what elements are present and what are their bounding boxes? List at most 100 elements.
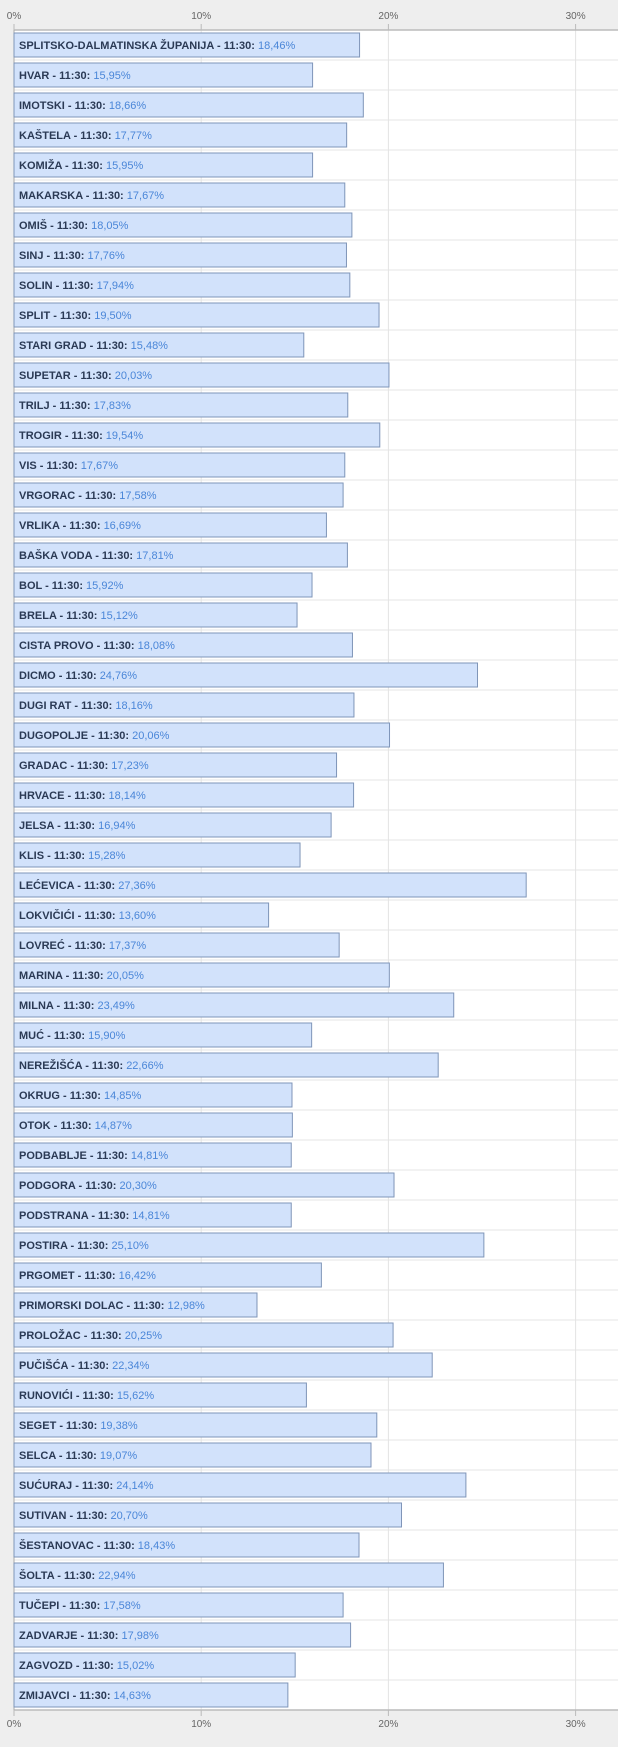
bar-label-name: HRVACE - 11:30:	[19, 790, 108, 802]
bar-label-value: 16,42%	[119, 1270, 157, 1282]
bar-label: IMOTSKI - 11:30: 18,66%	[19, 100, 146, 112]
bar-label-value: 18,46%	[258, 40, 296, 52]
bar-label: MARINA - 11:30: 20,05%	[19, 970, 144, 982]
bar-label: SUĆURAJ - 11:30: 24,14%	[19, 1479, 154, 1492]
bar	[13, 452, 346, 478]
bar	[13, 62, 314, 88]
bar-label-name: VIS - 11:30:	[19, 460, 81, 472]
bar	[13, 1382, 307, 1408]
bar-label-name: DICMO - 11:30:	[19, 670, 100, 682]
bar-label-name: JELSA - 11:30:	[19, 820, 98, 832]
bar-label-name: SOLIN - 11:30:	[19, 280, 97, 292]
bar-label-value: 18,66%	[109, 100, 147, 112]
bar-label: TROGIR - 11:30: 19,54%	[19, 430, 143, 442]
bar-label-name: PODBABLJE - 11:30:	[19, 1150, 131, 1162]
bar-label-value: 24,14%	[116, 1480, 154, 1492]
bar-label-value: 14,81%	[131, 1150, 169, 1162]
bar-label: BRELA - 11:30: 15,12%	[19, 610, 138, 622]
bar-label-name: ŠOLTA - 11:30:	[19, 1569, 98, 1582]
bar	[13, 1142, 292, 1168]
bar	[13, 722, 391, 748]
bar-label-name: KOMIŽA - 11:30:	[19, 159, 106, 172]
bar-label-value: 20,70%	[111, 1510, 149, 1522]
bar	[13, 302, 380, 328]
bar-label-value: 17,98%	[122, 1630, 160, 1642]
bar	[13, 902, 270, 928]
bar	[13, 992, 455, 1018]
bar-label-name: ZAGVOZD - 11:30:	[19, 1660, 117, 1672]
bar-label-name: MAKARSKA - 11:30:	[19, 190, 127, 202]
bar-label: GRADAC - 11:30: 17,23%	[19, 760, 149, 772]
bar-label-name: MILNA - 11:30:	[19, 1000, 97, 1012]
bar	[13, 1682, 289, 1708]
bar-label: POSTIRA - 11:30: 25,10%	[19, 1240, 149, 1252]
bar	[13, 632, 353, 658]
bar-label-value: 14,85%	[104, 1090, 142, 1102]
x-tick-label-top: 20%	[378, 11, 398, 22]
bar-label-value: 15,92%	[86, 580, 124, 592]
bar-label-value: 17,76%	[87, 250, 125, 262]
bar	[13, 662, 479, 688]
bar-label-value: 15,62%	[117, 1390, 155, 1402]
bar-label-name: PROLOŽAC - 11:30:	[19, 1329, 125, 1342]
bar-label-value: 20,30%	[119, 1180, 157, 1192]
bar-label: OMIŠ - 11:30: 18,05%	[19, 219, 129, 232]
bar-label-name: PRGOMET - 11:30:	[19, 1270, 119, 1282]
bar-label-name: PRIMORSKI DOLAC - 11:30:	[19, 1300, 168, 1312]
bar-label-value: 18,05%	[91, 220, 129, 232]
bar-label-name: KLIS - 11:30:	[19, 850, 88, 862]
bar-label: MUĆ - 11:30: 15,90%	[19, 1029, 126, 1042]
bar-label: ZMIJAVCI - 11:30: 14,63%	[19, 1690, 151, 1702]
bar-label-value: 22,66%	[126, 1060, 164, 1072]
x-tick-label-top: 10%	[191, 11, 211, 22]
bar	[13, 542, 348, 568]
bar-label: BAŠKA VODA - 11:30: 17,81%	[19, 549, 174, 562]
bar-label-value: 15,48%	[131, 340, 169, 352]
bar	[13, 782, 355, 808]
bar-label: SUPETAR - 11:30: 20,03%	[19, 370, 152, 382]
bar-label: PRIMORSKI DOLAC - 11:30: 12,98%	[19, 1300, 205, 1312]
bar-label-value: 17,67%	[81, 460, 119, 472]
bar-label: SINJ - 11:30: 17,76%	[19, 250, 125, 262]
bar	[13, 362, 390, 388]
bar-label-value: 24,76%	[100, 670, 138, 682]
bar-label-value: 14,81%	[132, 1210, 170, 1222]
bar	[13, 1082, 293, 1108]
bar-label-name: PODSTRANA - 11:30:	[19, 1210, 132, 1222]
bar-label-value: 25,10%	[112, 1240, 150, 1252]
bar-label: ŠOLTA - 11:30: 22,94%	[19, 1569, 136, 1582]
bar-label: NEREŽIŠĆA - 11:30: 22,66%	[19, 1059, 164, 1072]
bar-label-name: ZMIJAVCI - 11:30:	[19, 1690, 114, 1702]
bar-label-name: VRLIKA - 11:30:	[19, 520, 104, 532]
bar-label: PRGOMET - 11:30: 16,42%	[19, 1270, 156, 1282]
bar-label: RUNOVIĆI - 11:30: 15,62%	[19, 1389, 154, 1402]
x-tick-label-bottom: 10%	[191, 1719, 211, 1730]
bar	[13, 482, 344, 508]
bar-label-value: 15,95%	[93, 70, 131, 82]
bar-label: VRLIKA - 11:30: 16,69%	[19, 520, 141, 532]
bar-label-value: 17,94%	[97, 280, 135, 292]
bar-label-name: KAŠTELA - 11:30:	[19, 129, 115, 142]
bar-label-name: TRILJ - 11:30:	[19, 400, 94, 412]
bar-label: MILNA - 11:30: 23,49%	[19, 1000, 135, 1012]
bar-label: SPLIT - 11:30: 19,50%	[19, 310, 132, 322]
bar-label-value: 15,12%	[101, 610, 139, 622]
bar	[13, 1232, 485, 1258]
bar	[13, 1532, 360, 1558]
bar-label: KLIS - 11:30: 15,28%	[19, 850, 126, 862]
bar-label: PUČIŠĆA - 11:30: 22,34%	[19, 1359, 150, 1372]
bar-label-value: 22,94%	[98, 1570, 136, 1582]
bar-label-name: HVAR - 11:30:	[19, 70, 93, 82]
bar-label-name: SINJ - 11:30:	[19, 250, 87, 262]
bar-label-name: MARINA - 11:30:	[19, 970, 107, 982]
bar-label-value: 16,69%	[104, 520, 142, 532]
bar	[13, 1172, 395, 1198]
bar-label: PODBABLJE - 11:30: 14,81%	[19, 1150, 168, 1162]
bar	[13, 1052, 439, 1078]
bar	[13, 872, 527, 898]
bar-label-name: GRADAC - 11:30:	[19, 760, 111, 772]
bar-label-value: 16,94%	[98, 820, 136, 832]
bar-label-name: OTOK - 11:30:	[19, 1120, 95, 1132]
bar-label-value: 23,49%	[97, 1000, 135, 1012]
bar-label-name: PUČIŠĆA - 11:30:	[19, 1359, 112, 1372]
